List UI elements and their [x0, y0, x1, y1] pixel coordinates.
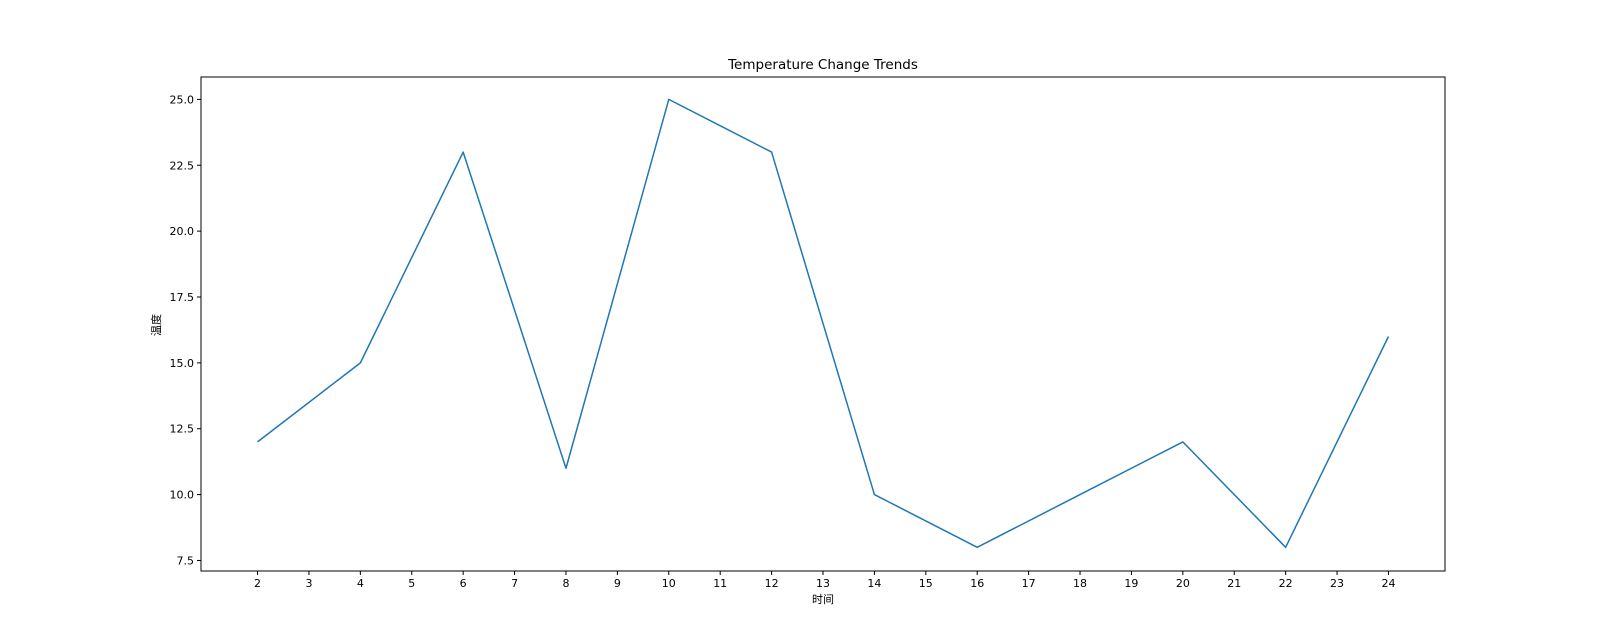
x-tick-label: 22: [1279, 577, 1293, 590]
x-tick-label: 11: [713, 577, 727, 590]
x-tick-label: 9: [614, 577, 621, 590]
x-tick-label: 16: [970, 577, 984, 590]
x-tick-label: 8: [562, 577, 569, 590]
series-layer: [257, 98, 1390, 549]
series-line: [257, 98, 1390, 549]
y-tick-label: 10.0: [170, 489, 195, 502]
x-axis: 2 3 4 5 6 7 8 9 10 11 12 13 14 15 16 17 18 19 20 21 22 23 24: [254, 571, 1395, 590]
x-tick-label: 19: [1124, 577, 1138, 590]
x-tick-label: 2: [254, 577, 261, 590]
y-tick-label: 17.5: [170, 291, 195, 304]
y-tick-label: 22.5: [170, 159, 195, 172]
chart-title: Temperature Change Trends: [727, 57, 918, 73]
x-tick-label: 5: [408, 577, 415, 590]
y-tick-label: 12.5: [170, 423, 195, 436]
x-tick-label: 3: [305, 577, 312, 590]
x-tick-label: 24: [1381, 577, 1395, 590]
x-tick-label: 20: [1176, 577, 1190, 590]
x-tick-label: 15: [919, 577, 933, 590]
x-tick-label: 10: [662, 577, 676, 590]
x-tick-label: 21: [1227, 577, 1241, 590]
x-tick-label: 18: [1073, 577, 1087, 590]
x-tick-label: 7: [511, 577, 518, 590]
y-axis: 7.5 10.0 12.5 15.0 17.5 20.0 22.5 25.0: [170, 93, 201, 567]
y-tick-label: 7.5: [177, 554, 195, 567]
x-tick-label: 13: [816, 577, 830, 590]
y-axis-label: 温度: [149, 314, 163, 336]
x-tick-label: 17: [1022, 577, 1036, 590]
x-tick-label: 6: [460, 577, 467, 590]
x-tick-label: 4: [357, 577, 364, 590]
y-tick-label: 20.0: [170, 225, 195, 238]
x-tick-label: 14: [867, 577, 881, 590]
x-tick-label: 12: [765, 577, 779, 590]
x-tick-label: 23: [1330, 577, 1344, 590]
y-tick-label: 25.0: [170, 93, 195, 106]
x-axis-label: 时间: [812, 593, 834, 606]
y-tick-label: 15.0: [170, 357, 195, 370]
